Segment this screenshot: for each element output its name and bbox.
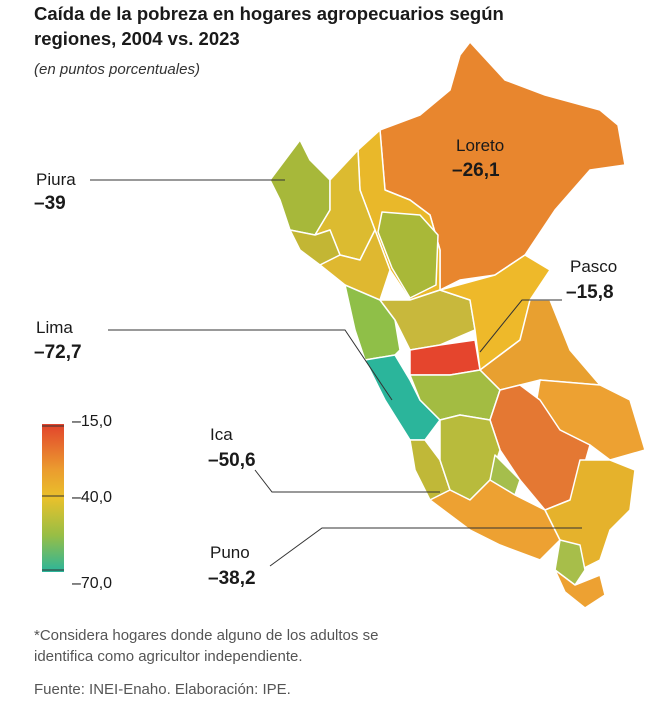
legend: –15,0 –40,0 –70,0 [42,413,112,592]
region-name: Lima [36,318,73,337]
leaders [90,179,582,567]
region-value: –26,1 [452,160,500,181]
title: Caída de la pobreza en hogares agropecua… [34,3,504,24]
legend-scale [42,424,64,572]
footnote: *Considera hogares donde alguno de los a… [34,627,378,644]
region-value: –50,6 [208,450,256,471]
region-name: Loreto [456,136,504,155]
region-name: Ica [210,425,233,444]
source: Fuente: INEI-Enaho. Elaboración: IPE. [34,681,291,698]
title: regiones, 2004 vs. 2023 [34,28,240,49]
subtitle: (en puntos porcentuales) [34,61,200,78]
region-value: –39 [34,193,66,214]
map [269,41,646,609]
footnote: identifica como agricultor independiente… [34,648,303,665]
legend-label: –40,0 [72,489,112,506]
region-name: Piura [36,170,76,189]
region-value: –15,8 [566,282,614,303]
region-name: Puno [210,543,250,562]
region-name: Pasco [570,257,617,276]
legend-label: –70,0 [72,575,112,592]
region-value: –38,2 [208,568,256,589]
region-value: –72,7 [34,342,82,363]
legend-label: –15,0 [72,413,112,430]
